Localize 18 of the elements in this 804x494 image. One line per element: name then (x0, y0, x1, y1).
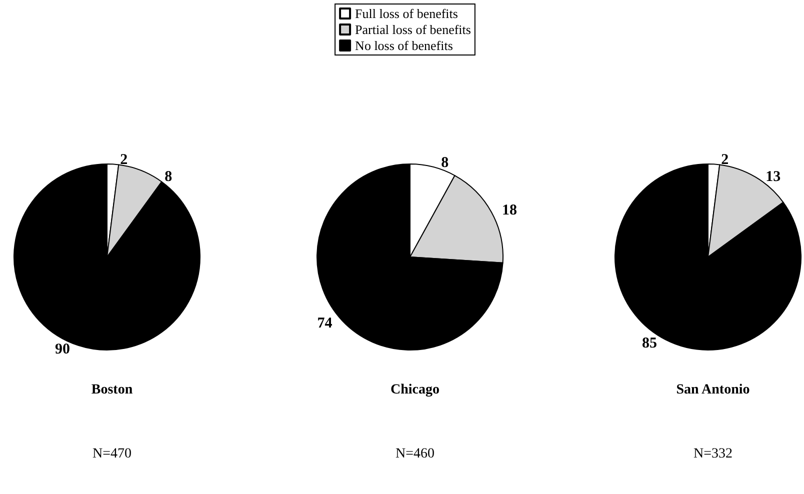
text: Chicago (390, 382, 440, 398)
legend-label: Full loss of benefits (355, 6, 458, 21)
text: N=460 (395, 446, 435, 462)
data-label: 13 (766, 169, 781, 186)
data-label: 8 (164, 169, 172, 186)
text: Boston (91, 382, 133, 398)
data-label: 18 (502, 202, 517, 218)
data-label: 2 (120, 152, 128, 168)
text: San Antonio (676, 382, 750, 398)
text: N=332 (693, 446, 733, 462)
data-label: 85 (642, 335, 657, 352)
text: N=470 (92, 446, 132, 462)
legend-label: Partial loss of benefits (355, 22, 471, 37)
data-label: 2 (721, 152, 729, 168)
data-label: 90 (55, 341, 70, 358)
data-label: 74 (317, 315, 333, 332)
data-label: 8 (441, 155, 449, 172)
legend-label: No loss of benefits (355, 38, 453, 53)
